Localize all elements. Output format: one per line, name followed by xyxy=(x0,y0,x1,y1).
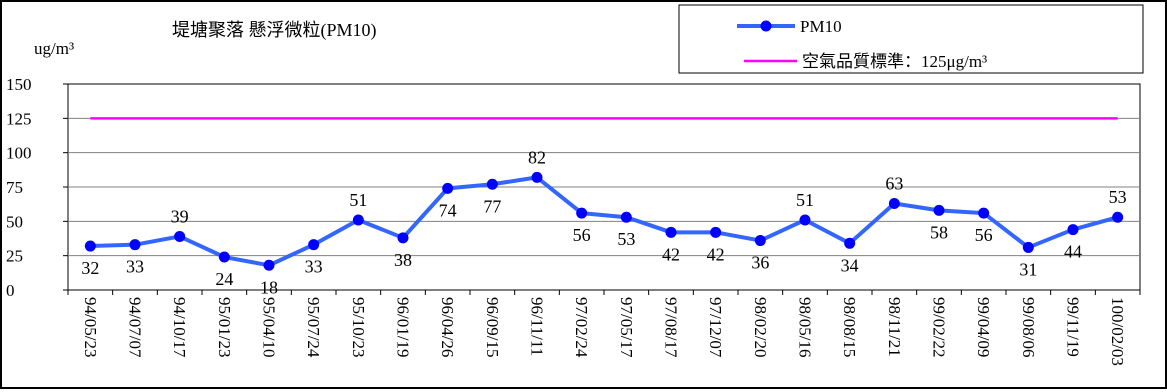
y-tick-label: 100 xyxy=(6,144,32,163)
pm10-data-label: 24 xyxy=(215,269,233,289)
pm10-point xyxy=(620,211,632,223)
pm10-point xyxy=(754,235,766,247)
legend: PM10 空氣品質標準：125μg/m³ xyxy=(678,4,1144,74)
pm10-data-label: 58 xyxy=(930,222,948,242)
pm10-point xyxy=(531,171,543,183)
pm10-point xyxy=(710,226,722,238)
pm10-data-label: 33 xyxy=(305,257,323,277)
y-axis-label: ug/m³ xyxy=(34,39,74,58)
pm10-data-label: 51 xyxy=(349,190,367,210)
pm10-point xyxy=(352,214,364,226)
pm10-point xyxy=(933,204,945,216)
pm10-data-label: 42 xyxy=(707,244,725,264)
pm10-series xyxy=(84,171,1124,271)
x-tick-label: 97/02/24 xyxy=(572,297,591,358)
legend-pm10-marker xyxy=(760,20,772,32)
pm10-point xyxy=(799,214,811,226)
x-tick-label: 99/04/09 xyxy=(974,297,993,357)
pm10-point xyxy=(1067,224,1079,236)
x-tick-label: 95/04/10 xyxy=(260,297,279,357)
legend-standard-label: 空氣品質標準：125μg/m³ xyxy=(802,52,987,71)
y-tick-label: 150 xyxy=(6,75,32,94)
x-tick-label: 98/05/16 xyxy=(796,297,815,357)
pm10-data-label: 77 xyxy=(483,196,501,216)
x-tick-label: 96/11/11 xyxy=(528,297,547,356)
x-tick-label: 95/10/23 xyxy=(349,297,368,357)
pm10-data-label: 74 xyxy=(439,200,457,220)
x-tick-label: 99/02/22 xyxy=(930,297,949,357)
pm10-point xyxy=(888,197,900,209)
x-tick-label: 94/07/07 xyxy=(126,297,145,358)
pm10-point xyxy=(442,182,454,194)
pm10-data-label: 39 xyxy=(171,206,189,226)
pm10-data-label: 36 xyxy=(751,253,769,273)
pm10-data-label: 63 xyxy=(885,173,903,193)
pm10-point xyxy=(486,178,498,190)
legend-pm10-label: PM10 xyxy=(800,17,842,36)
pm10-data-label: 38 xyxy=(394,250,412,270)
x-tick-label: 98/02/20 xyxy=(751,297,770,357)
x-axis-ticks: 94/05/23 94/07/07 94/10/17 95/01/23 95/04/10… xyxy=(67,290,1141,366)
x-tick-label: 96/01/19 xyxy=(394,297,413,357)
pm10-line xyxy=(90,175,1119,268)
x-tick-label: 95/07/24 xyxy=(304,297,323,358)
pm10-point xyxy=(263,259,275,271)
pm10-point xyxy=(978,207,990,219)
x-tick-label: 94/05/23 xyxy=(81,297,100,357)
pm10-data-label: 51 xyxy=(796,190,814,210)
pm10-point xyxy=(1112,211,1124,223)
pm10-data-label: 31 xyxy=(1019,259,1037,279)
pm10-data-label: 53 xyxy=(1109,187,1127,207)
y-tick-label: 0 xyxy=(6,281,15,300)
x-tick-label: 94/10/17 xyxy=(170,297,189,358)
pm10-point xyxy=(397,232,409,244)
pm10-data-label: 82 xyxy=(528,147,546,167)
x-tick-label: 97/05/17 xyxy=(617,297,636,358)
pm10-point xyxy=(84,240,96,252)
pm10-data-label: 53 xyxy=(617,229,635,249)
y-tick-label: 25 xyxy=(6,247,23,266)
pm10-point xyxy=(844,237,856,249)
x-tick-label: 95/01/23 xyxy=(215,297,234,357)
pm10-point xyxy=(576,207,588,219)
pm10-data-label: 42 xyxy=(662,244,680,264)
pm10-point xyxy=(174,230,186,242)
pm10-point xyxy=(129,239,141,251)
chart-title: 堤塘聚落 懸浮微粒(PM10) xyxy=(172,20,377,41)
pm10-point xyxy=(1022,241,1034,253)
pm10-point xyxy=(665,226,677,238)
x-tick-label: 100/02/03 xyxy=(1108,297,1127,366)
pm10-data-label: 32 xyxy=(81,258,99,278)
pm10-data-label: 56 xyxy=(975,225,993,245)
x-tick-label: 96/04/26 xyxy=(438,297,457,357)
x-tick-label: 98/11/21 xyxy=(885,297,904,357)
y-tick-label: 75 xyxy=(6,178,23,197)
x-tick-label: 99/11/19 xyxy=(1064,297,1083,357)
pm10-data-label: 18 xyxy=(260,277,278,297)
x-tick-label: 97/12/07 xyxy=(706,297,725,358)
pm10-point xyxy=(218,251,230,263)
y-axis-ticks: 0 25 50 75 100 125 150 xyxy=(6,75,68,300)
x-tick-label: 99/08/06 xyxy=(1019,297,1038,357)
y-tick-label: 50 xyxy=(6,212,23,231)
y-tick-label: 125 xyxy=(6,109,32,128)
pm10-data-label: 56 xyxy=(573,225,591,245)
data-labels: 32 33 39 24 18 33 51 38 74 77 82 56 53 42 42 36 51 34 63 58… xyxy=(81,147,1126,297)
x-tick-label: 96/09/15 xyxy=(483,297,502,357)
x-tick-label: 98/08/15 xyxy=(840,297,859,357)
pm10-line-chart: 堤塘聚落 懸浮微粒(PM10) ug/m³ PM10 空氣品質標準：125μg/… xyxy=(6,4,1144,366)
pm10-point xyxy=(308,239,320,251)
pm10-data-label: 33 xyxy=(126,257,144,277)
pm10-data-label: 34 xyxy=(841,255,859,275)
pm10-data-label: 44 xyxy=(1064,242,1082,262)
x-tick-label: 97/08/17 xyxy=(662,297,681,358)
